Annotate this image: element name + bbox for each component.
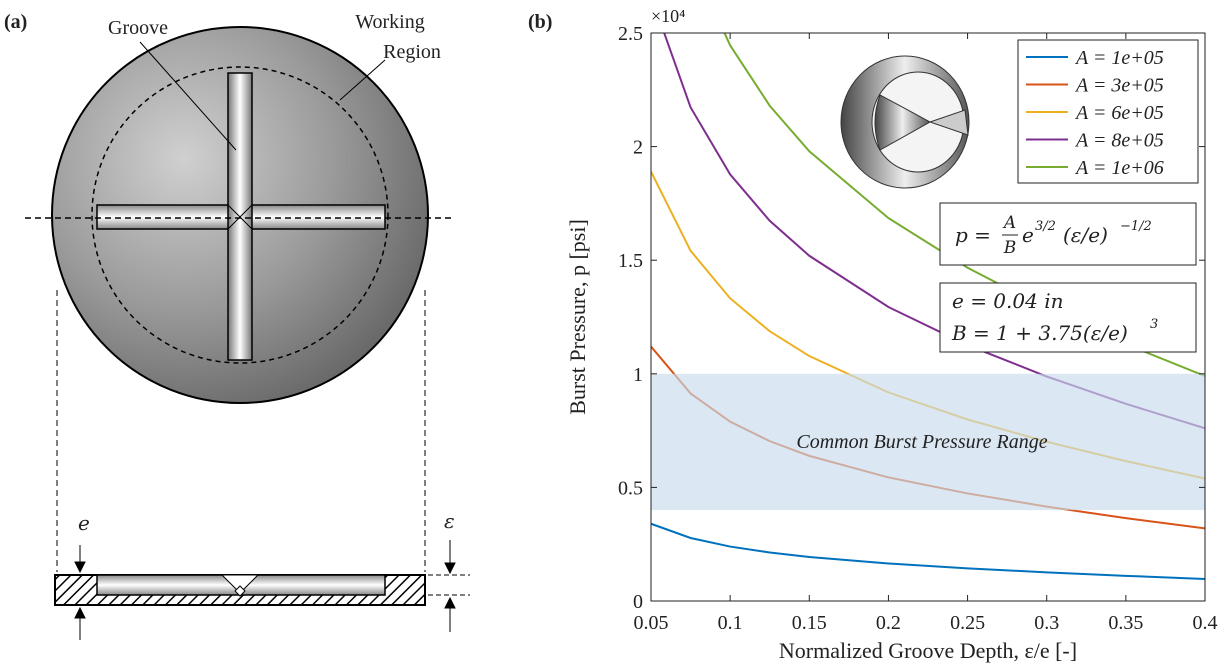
region-label: Region [383, 41, 441, 63]
band-label: Common Burst Pressure Range [796, 431, 1047, 453]
equation-den: B [1003, 238, 1017, 258]
x-tick-label: 0.3 [1034, 612, 1059, 634]
equation-num: A [1002, 213, 1016, 233]
b-definition: B = 1 + 3.75(ε/e) [951, 321, 1128, 345]
x-tick-label: 0.35 [1108, 612, 1143, 634]
legend-label: A = 6e+05 [1074, 102, 1164, 124]
b-exponent: 3 [1150, 317, 1158, 332]
panel-a: (a) Groove Working Region e ε [4, 11, 470, 640]
definitions: e = 0.04 in B = 1 + 3.75(ε/e) 3 [951, 289, 1158, 345]
x-tick-label: 0.1 [718, 612, 743, 634]
panel-label: (a) [4, 11, 27, 33]
legend-label: A = 8e+05 [1074, 130, 1164, 152]
panel-label: (b) [528, 11, 552, 33]
y-axis-label: Burst Pressure, p [psi] [565, 219, 590, 415]
arrow [444, 540, 456, 575]
y-tick-label: 0 [633, 591, 643, 613]
band [651, 373, 1205, 511]
inset-ring [840, 55, 970, 189]
groove-cross [227, 204, 253, 230]
equation-box [939, 202, 1197, 266]
equation-exp: −1/2 [1120, 219, 1152, 234]
notch-tip [234, 585, 246, 597]
plot-frame [650, 32, 1206, 602]
leader [339, 59, 386, 101]
leader [139, 41, 237, 151]
equation-lhs: p = [955, 223, 991, 247]
legend-label: A = 1e+06 [1074, 157, 1164, 179]
x-tick-label: 0.4 [1193, 612, 1218, 634]
arrow [74, 545, 86, 574]
x-tick-label: 0.2 [876, 612, 901, 634]
arrow [74, 606, 86, 640]
definitions-box [939, 282, 1197, 353]
x-tick-label: 0.05 [634, 612, 669, 634]
x-tick-label: 0.15 [792, 612, 827, 634]
x-axis-label: Normalized Groove Depth, ε/e [-] [779, 638, 1077, 663]
arrow [444, 596, 456, 632]
working-region-outline [91, 66, 389, 364]
y-tick-label: 1.5 [618, 250, 643, 272]
legend-label: A = 3e+05 [1074, 75, 1164, 97]
y-tick-label: 2 [633, 137, 643, 159]
y-multiplier: ×10⁴ [651, 6, 685, 26]
notch [220, 574, 260, 594]
equation-base: e [1022, 223, 1034, 247]
plot: Common Burst Pressure Range 0.05 0.1 0.15 0.… [618, 23, 1218, 634]
y-tick-label: 1 [633, 364, 643, 386]
series-line [651, 522, 1205, 580]
groove-label: Groove [108, 17, 168, 39]
equation-exp: 3/2 [1035, 219, 1056, 234]
x-tick-label: 0.25 [950, 612, 985, 634]
equation: p = A B e 3/2 (ε/e) −1/2 [955, 213, 1152, 258]
y-tick-label: 2.5 [618, 23, 643, 45]
equation-mid: (ε/e) [1063, 223, 1108, 247]
e-definition: e = 0.04 in [952, 289, 1063, 313]
epsilon-symbol: ε [444, 509, 455, 533]
region-label: Working [355, 11, 425, 33]
e-symbol: e [78, 511, 90, 535]
legend-label: A = 1e+05 [1074, 47, 1164, 69]
y-tick-label: 0.5 [618, 477, 643, 499]
